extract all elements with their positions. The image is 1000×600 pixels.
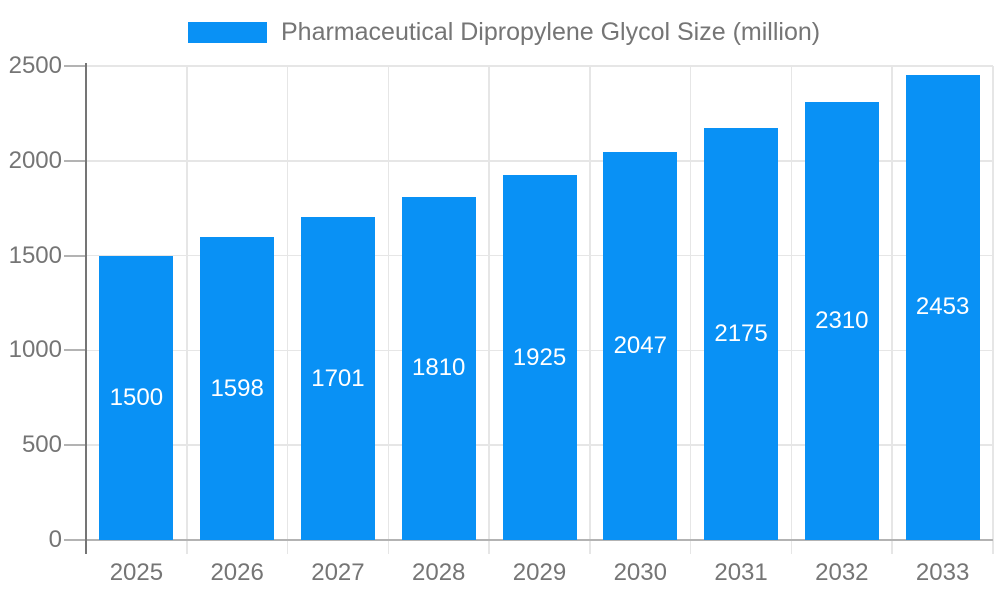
- y-axis-label: 0: [48, 526, 62, 553]
- bar-2028[interactable]: [401, 196, 476, 540]
- x-axis-label: 2026: [210, 559, 264, 586]
- bar-value-label: 2310: [815, 307, 869, 334]
- x-axis-label: 2033: [915, 559, 970, 586]
- y-gridline: [86, 65, 993, 67]
- bar-2033[interactable]: [905, 74, 980, 540]
- x-gridline: [790, 66, 793, 554]
- x-axis-label: 2025: [109, 559, 164, 586]
- y-axis-tick: [64, 539, 86, 541]
- y-axis-tick: [64, 159, 86, 162]
- x-axis-label: 2032: [815, 559, 869, 586]
- y-axis-tick: [64, 444, 86, 447]
- x-gridline: [992, 66, 994, 554]
- x-axis-label: 2027: [311, 559, 365, 586]
- x-gridline: [891, 66, 893, 554]
- legend-label: Pharmaceutical Dipropylene Glycol Size (…: [281, 18, 821, 46]
- x-axis-label: 2029: [512, 559, 567, 586]
- x-gridline: [589, 66, 591, 554]
- bar-2031[interactable]: [704, 127, 779, 540]
- bar-value-label: 2453: [915, 293, 970, 321]
- bar-value-label: 1701: [311, 364, 365, 392]
- x-gridline: [488, 66, 490, 554]
- bar-value-label: 1598: [210, 374, 264, 402]
- bar-2027[interactable]: [300, 217, 375, 540]
- y-axis-label: 2000: [8, 146, 62, 174]
- x-gridline: [689, 66, 692, 554]
- bar-value-label: 2047: [613, 331, 667, 359]
- bar-2029[interactable]: [502, 175, 577, 540]
- y-axis-tick: [64, 254, 86, 257]
- x-gridline: [387, 66, 390, 554]
- x-gridline: [186, 66, 188, 554]
- x-axis-label: 2030: [613, 559, 667, 586]
- y-axis-label: 1500: [8, 241, 62, 269]
- x-axis-baseline: [86, 539, 993, 541]
- x-gridline: [286, 66, 289, 554]
- bar-2030[interactable]: [603, 151, 678, 540]
- y-axis-tick: [64, 349, 86, 352]
- bar-2025[interactable]: [99, 255, 174, 540]
- bar-value-label: 1925: [512, 343, 567, 371]
- y-axis-label: 1000: [8, 336, 62, 364]
- y-axis-line: [85, 63, 87, 554]
- bar-value-label: 1500: [109, 383, 164, 411]
- bar-2032[interactable]: [804, 102, 879, 540]
- x-axis-label: 2028: [412, 559, 466, 586]
- y-axis-label: 500: [21, 431, 62, 459]
- y-axis-tick: [64, 65, 86, 67]
- y-gridline: [86, 160, 993, 162]
- bar-value-label: 1810: [412, 354, 466, 382]
- bar-value-label: 2175: [714, 319, 768, 347]
- legend-swatch: [188, 22, 267, 43]
- y-axis-label: 2500: [8, 52, 62, 79]
- x-axis-label: 2031: [714, 559, 768, 586]
- bar-2026[interactable]: [200, 237, 275, 540]
